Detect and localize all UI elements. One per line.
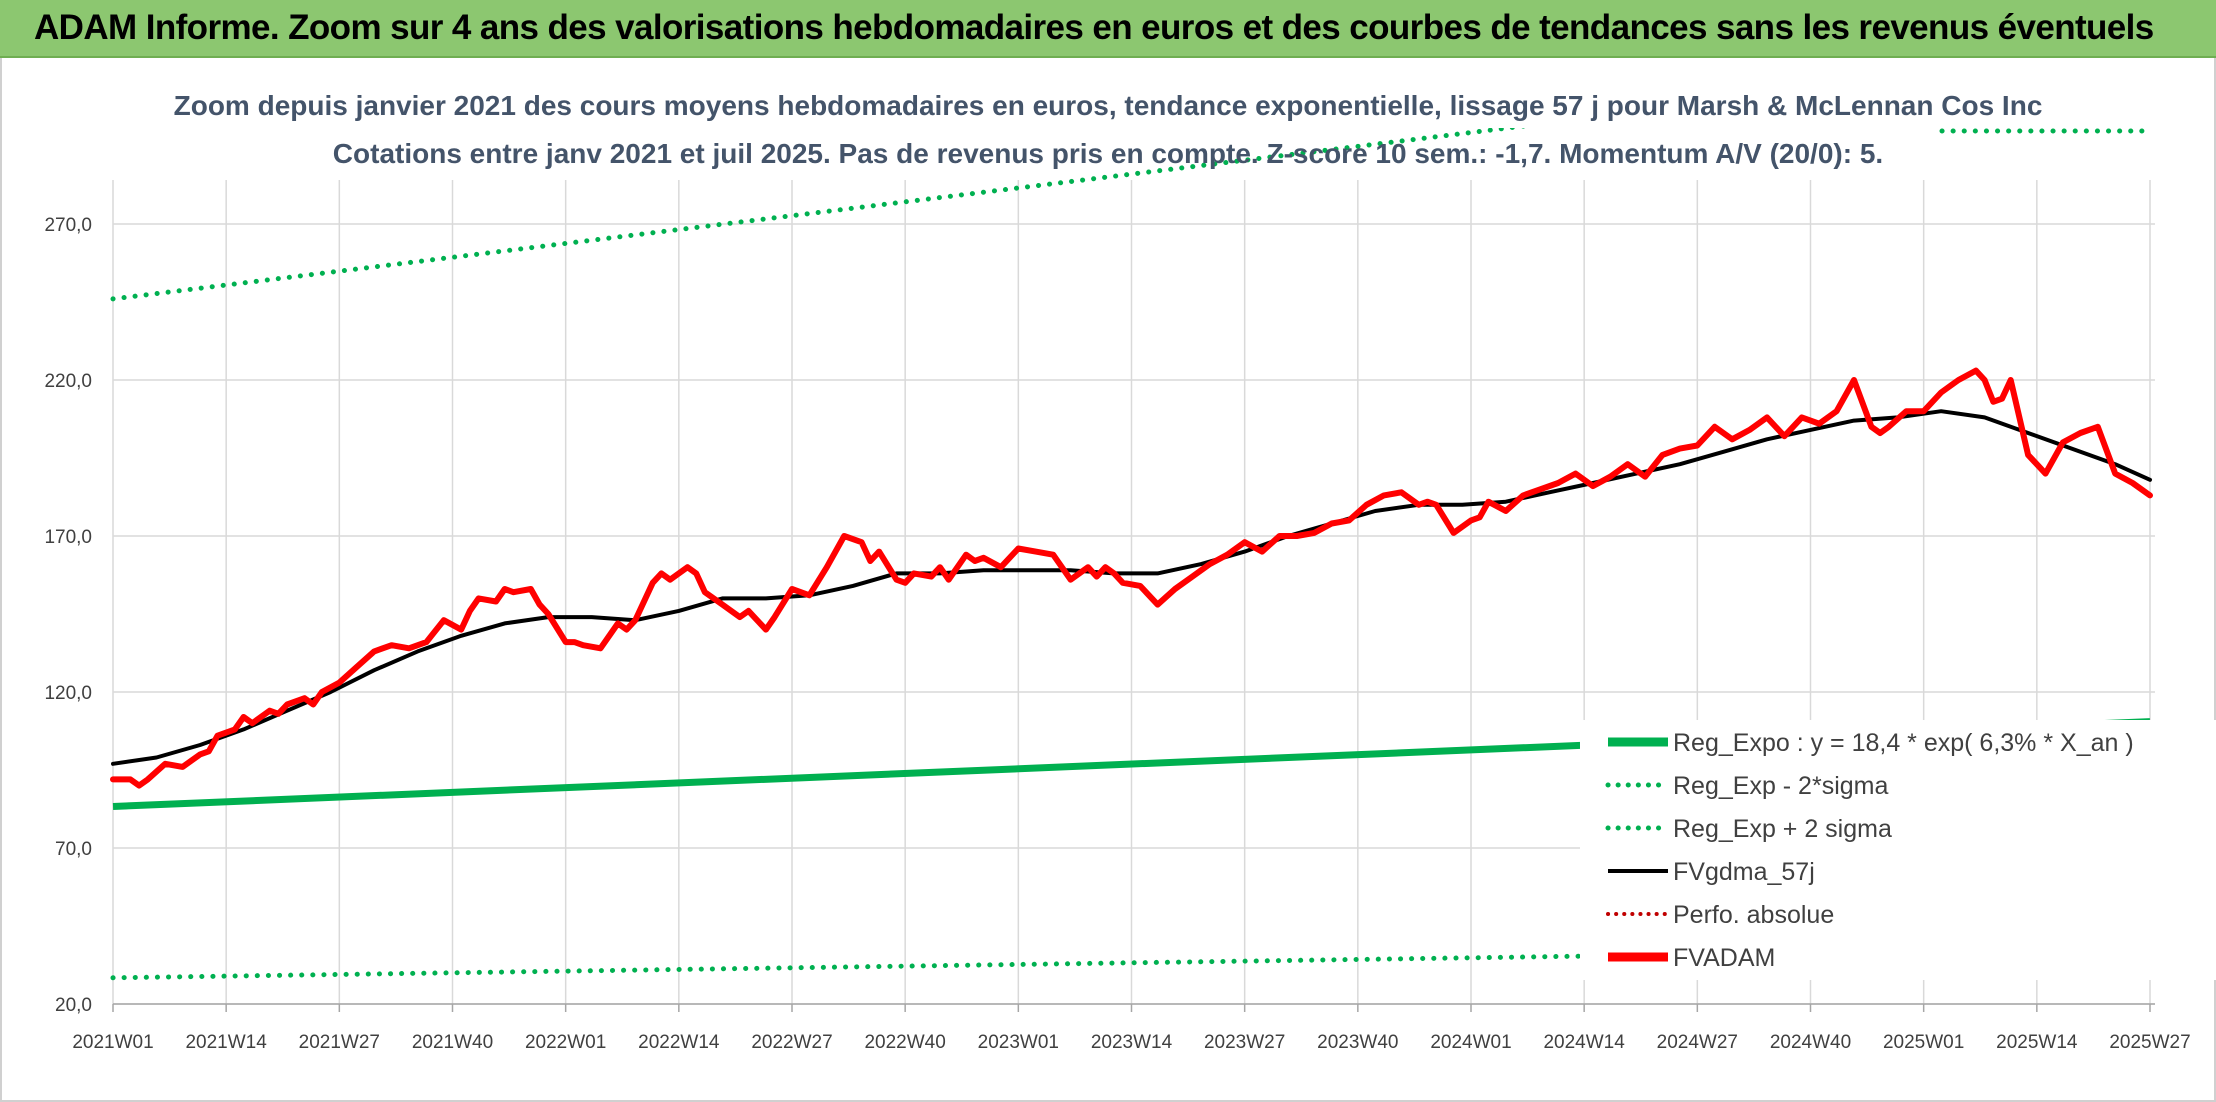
x-tick-label: 2024W01: [1430, 1032, 1511, 1053]
report-title: ADAM Informe. Zoom sur 4 ans des valoris…: [34, 8, 2154, 47]
chart-frame: [0, 58, 2216, 1102]
x-tick-label: 2023W14: [1091, 1032, 1173, 1053]
legend-perfo-label: Perfo. absolue: [1673, 901, 1834, 929]
x-tick-label: 2021W01: [72, 1032, 153, 1053]
legend-smoothed-label: FVgdma_57j: [1673, 858, 1815, 886]
report-header: ADAM Informe. Zoom sur 4 ans des valoris…: [0, 0, 2216, 58]
x-tick-label: 2022W14: [638, 1032, 720, 1053]
chart-title: Zoom depuis janvier 2021 des cours moyen…: [174, 90, 2043, 121]
legend-lower-band-label: Reg_Exp - 2*sigma: [1673, 772, 1888, 800]
x-tick-label: 2024W27: [1657, 1032, 1738, 1053]
y-tick-label: 220,0: [44, 371, 92, 392]
x-tick-label: 2023W27: [1204, 1032, 1285, 1053]
x-tick-label: 2022W01: [525, 1032, 606, 1053]
grid-lines: [112, 180, 2155, 1005]
x-tick-label: 2024W14: [1543, 1032, 1625, 1053]
y-tick-label: 20,0: [55, 995, 92, 1016]
axes: 20,0 70,0 120,0 170,0 220,0 270,0 2021W01 2021W…: [44, 128, 2191, 1053]
legend-price-label: FVADAM: [1673, 944, 1775, 972]
legend-trend-label: Reg_Expo : y = 18,4 * exp( 6,3% * X_an ): [1673, 729, 2134, 757]
legend-background: [1580, 720, 2216, 980]
x-tick-label: 2022W40: [864, 1032, 945, 1053]
x-tick-label: 2023W01: [978, 1032, 1059, 1053]
y-tick-label: 70,0: [55, 839, 92, 860]
x-tick-label: 2021W27: [299, 1032, 380, 1053]
series-price-line: [110, 367, 2153, 789]
series-upper-band: [110, 128, 1529, 302]
x-tick-label: 2021W14: [185, 1032, 267, 1053]
x-tick-label: 2021W40: [412, 1032, 493, 1053]
x-tick-label: 2025W14: [1996, 1032, 2078, 1053]
x-tick-label: 2023W40: [1317, 1032, 1398, 1053]
chart-subtitle: Cotations entre janv 2021 et juil 2025. …: [333, 138, 1883, 169]
chart-legend: Reg_Expo : y = 18,4 * exp( 6,3% * X_an )…: [1605, 729, 2134, 972]
x-tick-label: 2022W27: [751, 1032, 832, 1053]
y-tick-label: 120,0: [44, 683, 92, 704]
legend-upper-band-label: Reg_Exp + 2 sigma: [1673, 815, 1892, 843]
series-smoothed-line: [111, 409, 2152, 766]
x-tick-label: 2025W27: [2109, 1032, 2190, 1053]
y-tick-label: 270,0: [44, 215, 92, 236]
x-tick-label: 2024W40: [1770, 1032, 1851, 1053]
y-tick-label: 170,0: [44, 527, 92, 548]
x-tick-label: 2025W01: [1883, 1032, 1964, 1053]
